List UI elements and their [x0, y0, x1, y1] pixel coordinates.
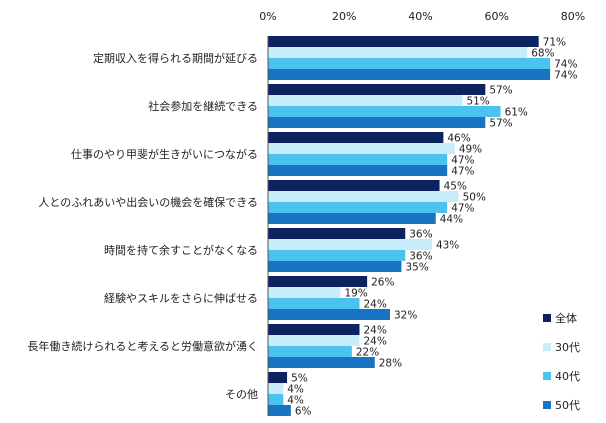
bar-value-label: 19% [344, 288, 367, 300]
bars [268, 36, 551, 416]
category-label: 仕事のやり甲斐が生きがいにつながる [71, 147, 258, 161]
bar [268, 36, 539, 47]
bar [268, 154, 448, 165]
category-labels: 定期収入を得られる期間が延びる社会参加を継続できる仕事のやり甲斐が生きがいにつな… [27, 51, 258, 401]
category-label: 経験やスキルをさらに伸ばせる [104, 291, 258, 305]
bar-value-label: 50% [463, 192, 486, 204]
bar-value-label: 4% [287, 384, 304, 396]
bar-value-label: 24% [364, 325, 387, 337]
bar-value-label: 47% [451, 203, 474, 215]
bar [268, 117, 486, 128]
bar-value-label: 43% [436, 240, 459, 252]
bar [268, 69, 551, 80]
bar-value-label: 68% [531, 48, 554, 60]
bar [268, 180, 440, 191]
bar [268, 383, 284, 394]
legend-swatch [543, 401, 551, 409]
x-tick-label: 20% [332, 10, 356, 23]
bar [268, 287, 341, 298]
legend-swatch [543, 343, 551, 351]
bar-value-label: 57% [489, 85, 512, 97]
bar-value-label: 28% [379, 358, 402, 370]
x-axis-ticks: 0% 20% 40% 60% 80% [259, 10, 585, 23]
legend-label: 40代 [555, 370, 580, 383]
category-label: 社会参加を継続できる [148, 99, 258, 113]
x-tick-label: 0% [259, 10, 276, 23]
legend: 全体 30代 40代 50代 [543, 311, 580, 412]
bar [268, 324, 360, 335]
bar [268, 132, 444, 143]
legend-swatch [543, 372, 551, 380]
bar [268, 357, 375, 368]
bar-value-label: 74% [554, 59, 577, 71]
bar [268, 213, 436, 224]
bar-value-label: 47% [451, 166, 474, 178]
bar [268, 239, 432, 250]
bar-value-label: 44% [440, 214, 463, 226]
bar [268, 202, 448, 213]
legend-swatch [543, 314, 551, 322]
bar-value-label: 22% [356, 347, 379, 359]
bar [268, 261, 402, 272]
bar-value-label: 36% [409, 229, 432, 241]
bar [268, 405, 291, 416]
bar-value-label: 45% [444, 181, 467, 193]
bar [268, 346, 352, 357]
x-tick-label: 60% [485, 10, 509, 23]
value-labels: 71%68%74%74%57%51%61%57%46%49%47%47%45%5… [287, 37, 577, 418]
bar-value-label: 61% [505, 107, 528, 119]
bar-value-label: 6% [295, 406, 312, 418]
bar-value-label: 49% [459, 144, 482, 156]
bar-value-label: 35% [405, 262, 428, 274]
bar-value-label: 26% [371, 277, 394, 289]
category-label: 時間を持て余すことがなくなる [104, 243, 258, 257]
category-label: その他 [225, 388, 258, 401]
bar [268, 143, 455, 154]
bar-value-label: 4% [287, 395, 304, 407]
bar-value-label: 32% [394, 310, 417, 322]
bar [268, 165, 448, 176]
bar [268, 394, 284, 405]
x-tick-label: 40% [408, 10, 432, 23]
bar [268, 58, 551, 69]
bar-value-label: 24% [364, 336, 387, 348]
bar-value-label: 5% [291, 373, 308, 385]
category-label: 長年働き続けられると考えると労働意欲が湧く [27, 339, 258, 353]
bar [268, 191, 459, 202]
legend-label: 50代 [555, 399, 580, 412]
bar [268, 372, 288, 383]
x-tick-label: 80% [561, 10, 585, 23]
bar [268, 250, 406, 261]
bar-value-label: 74% [554, 70, 577, 82]
bar [268, 106, 501, 117]
legend-label: 全体 [555, 311, 577, 325]
bar-value-label: 46% [447, 133, 470, 145]
bar-value-label: 71% [543, 37, 566, 49]
bar [268, 309, 390, 320]
bar [268, 95, 463, 106]
bar-value-label: 51% [466, 96, 489, 108]
bar [268, 298, 360, 309]
category-label: 定期収入を得られる期間が延びる [93, 51, 258, 65]
category-label: 人とのふれあいや出会いの機会を確保できる [38, 195, 258, 209]
bar [268, 335, 360, 346]
bar-value-label: 24% [364, 299, 387, 311]
bar-value-label: 36% [409, 251, 432, 263]
bar [268, 84, 486, 95]
legend-label: 30代 [555, 341, 580, 354]
bar [268, 276, 368, 287]
bar-value-label: 57% [489, 118, 512, 130]
bar [268, 47, 528, 58]
bar-value-label: 47% [451, 155, 474, 167]
bar [268, 228, 406, 239]
